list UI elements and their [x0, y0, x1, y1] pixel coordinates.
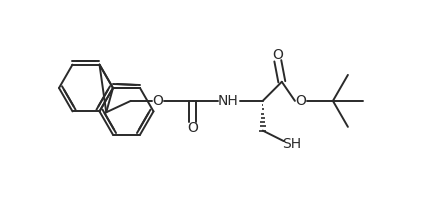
Text: SH: SH	[282, 137, 301, 151]
Text: O: O	[273, 48, 283, 62]
Text: NH: NH	[217, 94, 238, 108]
Text: O: O	[296, 94, 306, 108]
Text: O: O	[187, 121, 198, 135]
Text: O: O	[152, 94, 163, 108]
